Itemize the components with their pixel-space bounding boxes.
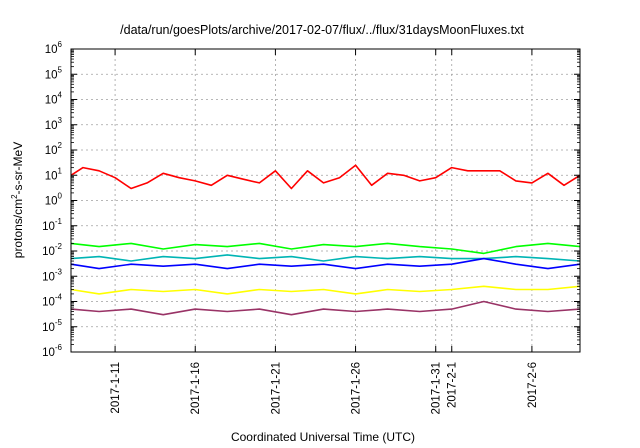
y-tick-label: 102 (45, 141, 63, 157)
x-tick-label: 2017-1-16 (190, 362, 202, 414)
y-tick-label: 105 (45, 65, 63, 81)
y-axis-label-suffix: -s-sr-MeV (11, 142, 25, 195)
x-tick-label: 2017-1-21 (270, 362, 282, 414)
x-tick-label: 2017-1-31 (431, 362, 443, 414)
y-tick-label: 104 (45, 91, 63, 107)
series-line-3 (70, 254, 581, 262)
x-tick-label: 2017-2-6 (527, 362, 539, 408)
y-tick-label: 103 (45, 116, 63, 132)
y-axis-label-exp: 2 (10, 194, 19, 199)
y-tick-label: 101 (45, 166, 63, 182)
series-lines (70, 164, 581, 316)
y-tick-label: 100 (45, 192, 63, 208)
chart-title: /data/run/goesPlots/archive/2017-02-07/f… (120, 23, 524, 37)
y-tick-label: 106 (45, 40, 63, 56)
x-axis: 2017-1-11 2017-1-16 2017-1-21 2017-1-26 2017… (110, 49, 539, 414)
series-line-4 (70, 257, 581, 270)
y-axis-label-prefix: protons/cm (11, 199, 25, 258)
y-tick-label: 10-1 (42, 217, 62, 233)
y-tick-label: 10-3 (42, 267, 62, 283)
x-tick-label: 2017-1-26 (351, 362, 363, 414)
y-tick-label: 10-2 (42, 242, 62, 258)
y-axis-label: protons/cm2-s-sr-MeV (10, 142, 25, 258)
y-tick-label: 10-6 (42, 343, 62, 359)
series-line-2 (70, 242, 581, 255)
x-tick-label: 2017-1-11 (110, 362, 122, 414)
y-axis: 10-6 10-5 10-4 10-3 10-2 10-1 100 101 102 103 104 1… (42, 40, 580, 359)
x-axis-label: Coordinated Universal Time (UTC) (231, 430, 415, 444)
y-tick-label: 10-4 (42, 293, 62, 309)
y-tick-label: 10-5 (42, 318, 62, 334)
x-tick-label: 2017-2-1 (447, 362, 459, 408)
grid (71, 49, 580, 352)
series-line-1 (70, 164, 581, 190)
series-line-6 (70, 300, 581, 316)
series-line-5 (70, 285, 581, 295)
